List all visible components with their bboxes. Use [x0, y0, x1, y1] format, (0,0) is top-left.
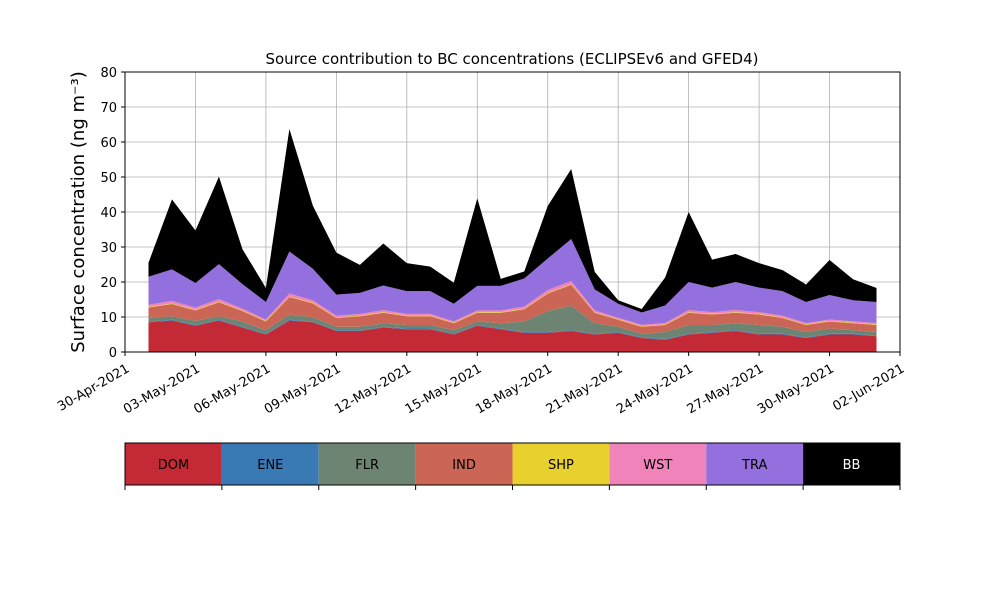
y-axis-label: Surface concentration (ng m⁻³)	[68, 71, 89, 353]
legend-label-tra: TRA	[741, 458, 767, 473]
legend-label-wst: WST	[643, 458, 672, 473]
x-tick-label: 30-May-2021	[755, 361, 837, 417]
area-ind	[148, 284, 877, 334]
x-tick-label: 21-May-2021	[544, 361, 626, 417]
legend-swatch-ene	[221, 443, 319, 485]
legend-swatch-ind	[415, 443, 513, 485]
legend-swatch-dom	[125, 443, 222, 485]
y-axis: 0 10 20 30 40 50 60 70 80	[100, 66, 125, 361]
x-tick-label: 24-May-2021	[614, 361, 696, 417]
y-tick-label: 20	[100, 276, 117, 291]
x-tick-label: 18-May-2021	[473, 361, 555, 417]
x-tick-label: 02-Jun-2021	[830, 361, 907, 414]
y-tick-label: 40	[100, 206, 117, 221]
area-dom	[148, 320, 877, 352]
area-tra	[148, 238, 877, 325]
y-tick-label: 0	[109, 346, 117, 361]
y-tick-label: 30	[100, 241, 117, 256]
x-tick-label: 27-May-2021	[685, 361, 767, 417]
x-axis: 30-Apr-202103-May-202106-May-202109-May-…	[55, 352, 907, 417]
y-tick-label: 10	[100, 311, 117, 326]
y-tick-label: 50	[100, 171, 117, 186]
legend-swatch-wst	[609, 443, 707, 485]
legend-label-ene: ENE	[257, 458, 283, 473]
legend-swatch-tra	[706, 443, 804, 485]
y-tick-label: 80	[100, 66, 117, 81]
x-tick-label: 03-May-2021	[121, 361, 203, 417]
x-tick-label: 15-May-2021	[403, 361, 485, 417]
legend-label-bb: BB	[843, 458, 861, 473]
x-tick-label: 06-May-2021	[191, 361, 273, 417]
x-tick-label: 30-Apr-2021	[55, 361, 132, 414]
x-tick-label: 12-May-2021	[332, 361, 414, 417]
legend-swatch-shp	[512, 443, 610, 485]
y-tick-label: 70	[100, 101, 117, 116]
legend-swatch-flr	[318, 443, 416, 485]
x-tick-label: 09-May-2021	[262, 361, 344, 417]
stacked-areas	[148, 129, 877, 352]
legend-colorbar: DOM ENE FLR IND SHP WST TRA BB	[124, 442, 901, 490]
legend-label-ind: IND	[452, 458, 476, 473]
legend-label-dom: DOM	[158, 458, 189, 473]
legend-swatch-bb	[803, 443, 900, 485]
y-tick-label: 60	[100, 136, 117, 151]
chart-title: Source contribution to BC concentrations…	[265, 50, 758, 68]
legend-label-shp: SHP	[548, 458, 574, 473]
area-bb	[148, 129, 877, 313]
legend-label-flr: FLR	[355, 458, 379, 473]
